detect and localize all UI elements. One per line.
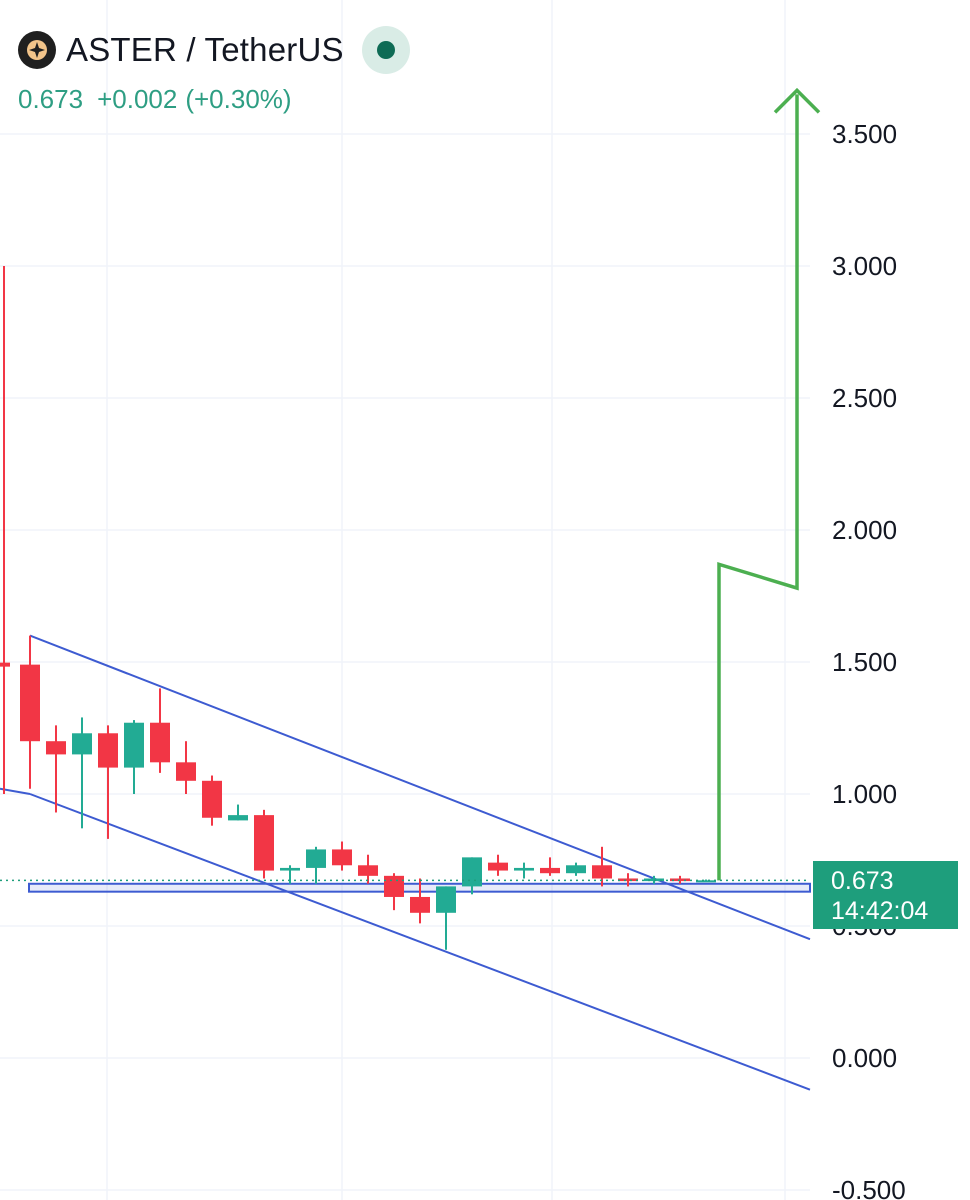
candle [332,841,352,871]
channel-line-upper [29,634,811,941]
aster-logo-icon [18,31,56,69]
symbol-title[interactable]: ASTER / TetherUS [66,31,344,68]
y-tick-label: 3.500 [832,119,897,149]
candle [46,725,66,813]
price-change: +0.002 [97,84,178,114]
y-tick-label: 2.000 [832,515,897,545]
candle-body [696,880,716,883]
candle-body [436,886,456,913]
candle [72,717,92,829]
candle-body [46,741,66,755]
candle [462,857,482,895]
descending-channel [0,634,811,1091]
candle-body [462,857,482,887]
candle [384,873,404,911]
candle [358,854,378,884]
candle-body [254,815,274,871]
candle [436,886,456,950]
candles [0,266,716,950]
candle [202,775,222,826]
candle [696,879,716,883]
candle [488,854,508,876]
candle-body [0,662,10,667]
current-price-value: 0.673 [831,867,894,895]
candle-body [566,865,586,874]
candle-body [150,722,170,763]
candle-body [306,849,326,868]
candle-body [202,780,222,818]
candle [410,878,430,924]
candle-body [514,867,534,871]
y-tick-label: 1.500 [832,647,897,677]
candle-body [332,849,352,866]
channel-line-lower [29,793,811,1091]
y-tick-label: 3.000 [832,251,897,281]
candle [176,741,196,794]
candle [618,873,638,887]
candle-body [98,733,118,768]
live-status-dot-icon [361,26,410,74]
price-change-percent: (+0.30%) [185,84,292,114]
chart-header: ASTER / TetherUS 0.673 +0.002 (+0.30%) [18,26,410,115]
y-tick-label: 2.500 [832,383,897,413]
candle-body [592,865,612,879]
candle-body [176,762,196,781]
candle [254,809,274,879]
candle [306,846,326,884]
candle-body [540,867,560,874]
candle-body [410,896,430,913]
y-tick-label: 1.000 [832,779,897,809]
candle-body [228,815,248,821]
y-tick-label: -0.500 [832,1175,906,1200]
candle-body [124,722,144,768]
candle-body [72,733,92,755]
candle-body [20,664,40,742]
candle-body [618,878,638,882]
current-price-label: 0.673 14:42:04 [813,861,958,929]
candle [566,862,586,876]
projection-arrow-path [717,94,799,881]
candle [150,688,170,773]
candle [514,862,534,879]
candle [98,725,118,839]
bar-countdown: 14:42:04 [831,897,929,925]
candle-body [384,875,404,897]
last-price: 0.673 [18,84,84,114]
projection-arrow-head [773,87,821,114]
candle [228,804,248,821]
quote-row: 0.673 +0.002 (+0.30%) [18,84,410,115]
y-axis: 3.5003.0002.5002.0001.5001.0000.5000.000… [832,119,906,1200]
y-tick-label: 0.000 [832,1043,897,1073]
chart-grid [0,0,810,1200]
projection-arrow [717,87,821,881]
candle-body [358,865,378,876]
candle [540,857,560,876]
candle [124,720,144,794]
candle [20,635,40,789]
candle-body [488,862,508,871]
candle-body [280,867,300,871]
